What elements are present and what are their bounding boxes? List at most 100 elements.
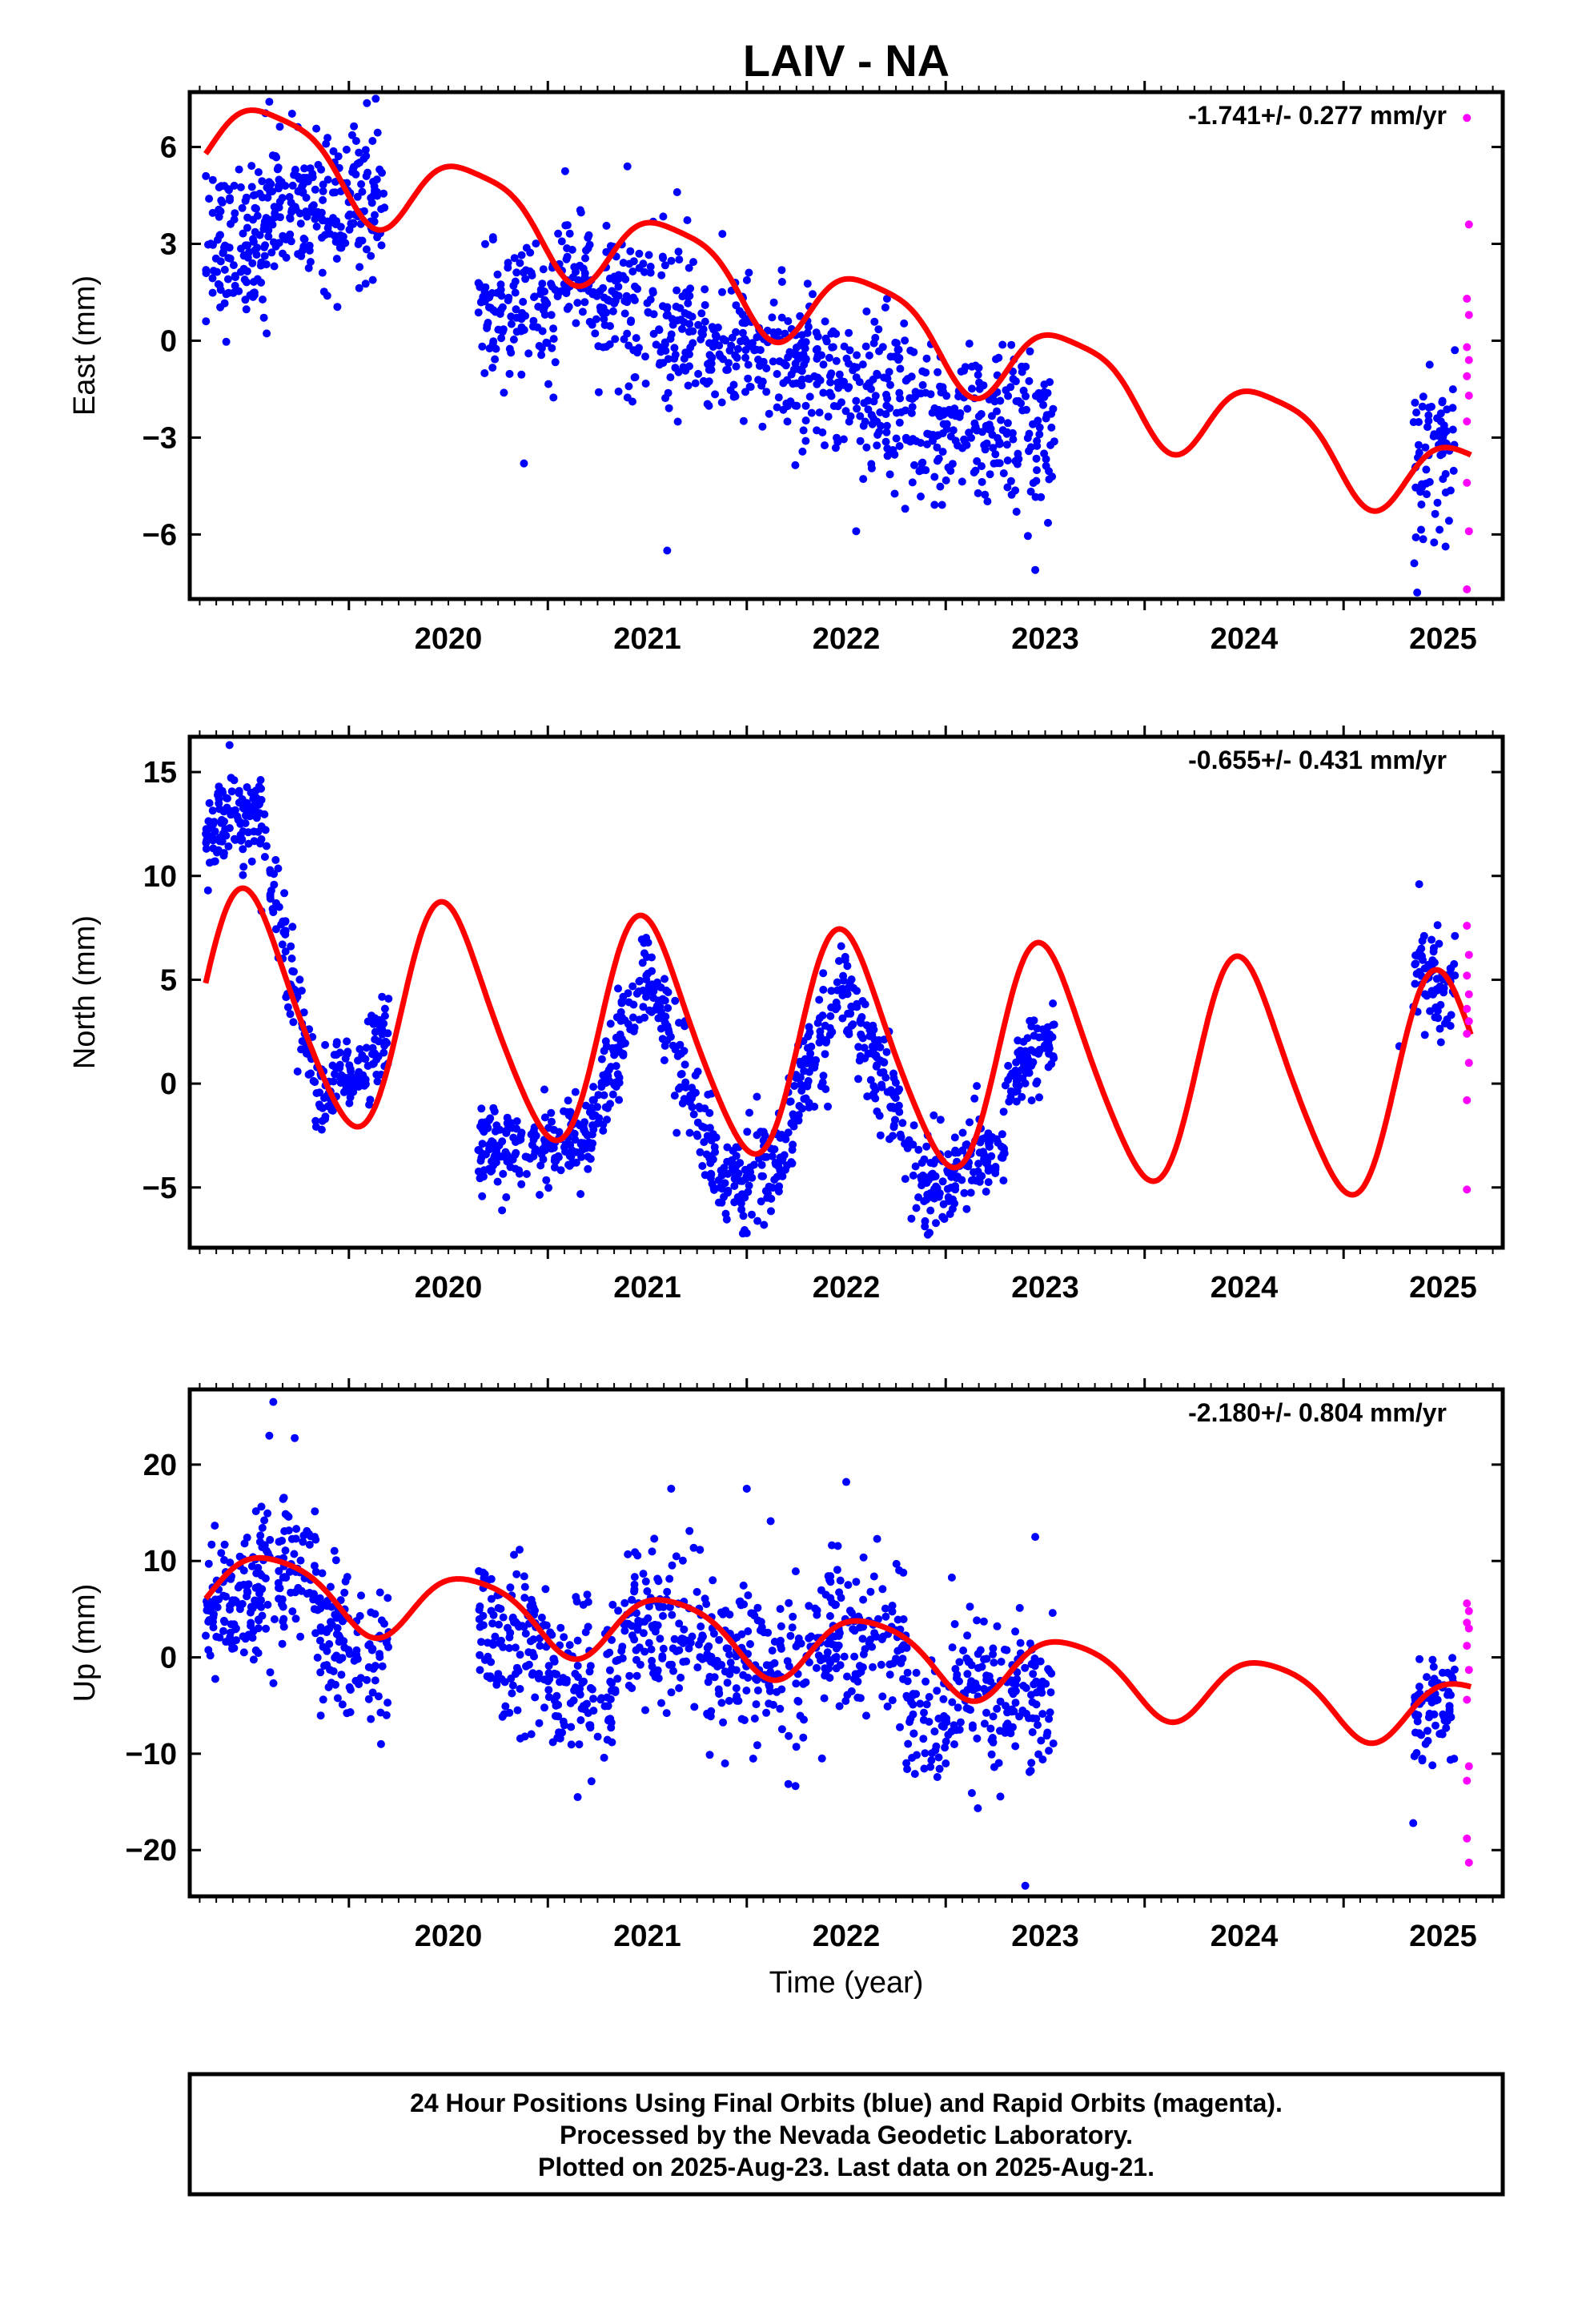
data-point [563,304,572,313]
data-point [294,250,303,259]
data-point [505,1708,514,1717]
data-point [584,1622,592,1631]
data-point [694,320,703,329]
data-point [311,1116,320,1125]
data-point [323,292,331,300]
data-point [610,1080,619,1089]
data-point [869,375,877,384]
data-point [879,1068,888,1076]
data-point [811,1604,820,1613]
data-point [1034,1750,1043,1759]
data-point [474,1146,483,1154]
x-tick-label: 2020 [415,622,483,656]
data-point [987,412,996,420]
data-point [324,1683,333,1691]
data-point [303,1590,311,1598]
data-point [208,175,217,184]
data-point [759,357,768,366]
data-point [287,110,296,118]
data-point [701,1124,709,1132]
data-point [849,363,858,371]
data-point [349,219,358,228]
data-point [898,1119,907,1128]
data-point [575,1689,584,1698]
data-point [608,1090,617,1099]
data-point [542,1176,551,1184]
data-point [1038,1710,1047,1719]
data-point [791,360,800,368]
data-point [792,1679,801,1688]
data-point [361,279,370,288]
data-point [922,1142,931,1151]
data-point [512,328,521,336]
rapid-point [1464,1624,1473,1633]
data-point [663,310,672,319]
data-point [575,1740,584,1749]
data-point [784,317,793,325]
data-point [355,236,363,245]
data-point [661,261,669,270]
data-point [732,301,741,310]
data-point [696,1148,705,1156]
data-point [1004,1061,1013,1070]
data-point [661,975,669,983]
data-point [211,1595,219,1604]
data-point [901,336,909,345]
x-tick-label: 2020 [415,1271,483,1305]
data-point [803,328,812,337]
data-point [554,229,563,238]
data-point [477,1638,485,1647]
data-point [723,1143,732,1152]
data-point [909,1121,918,1130]
data-point [247,857,256,866]
data-point [623,393,632,402]
data-point [801,416,810,425]
data-point [768,1152,777,1160]
data-point [505,1644,514,1652]
data-point [319,1695,327,1704]
data-point [606,1695,615,1703]
data-point [514,1667,523,1675]
data-point [247,788,255,797]
data-point [267,248,276,257]
data-point [705,1108,714,1117]
data-point [628,1013,637,1022]
data-point [905,394,914,403]
data-point [895,418,904,427]
data-point [810,1060,819,1069]
data-point [1435,525,1444,534]
data-point [367,1608,375,1617]
data-point [607,1723,616,1732]
data-point [1433,498,1442,507]
data-point [997,1153,1006,1162]
data-point [1417,501,1426,509]
data-point [668,1561,677,1570]
data-point [507,312,516,321]
rapid-point [1464,527,1473,536]
data-point [509,336,518,344]
data-point [1435,427,1444,436]
data-point [706,1712,715,1721]
data-point [1022,1710,1030,1718]
data-point [679,1658,688,1667]
data-point [668,1610,677,1619]
data-point [843,962,852,971]
data-point [836,1661,845,1670]
data-point [648,1663,656,1671]
data-point [630,1587,639,1596]
data-point [377,241,386,250]
data-point [926,1763,935,1771]
data-point [256,1531,265,1540]
data-point [1451,931,1460,940]
data-point [694,369,703,378]
data-point [274,864,283,873]
data-point [1032,1080,1041,1088]
data-point [477,1104,486,1113]
data-point [540,311,549,319]
data-point [584,244,592,253]
data-point [1050,437,1058,446]
data-point [325,1640,334,1648]
data-point [266,1668,275,1677]
data-point [741,336,749,344]
data-point [894,1101,903,1110]
